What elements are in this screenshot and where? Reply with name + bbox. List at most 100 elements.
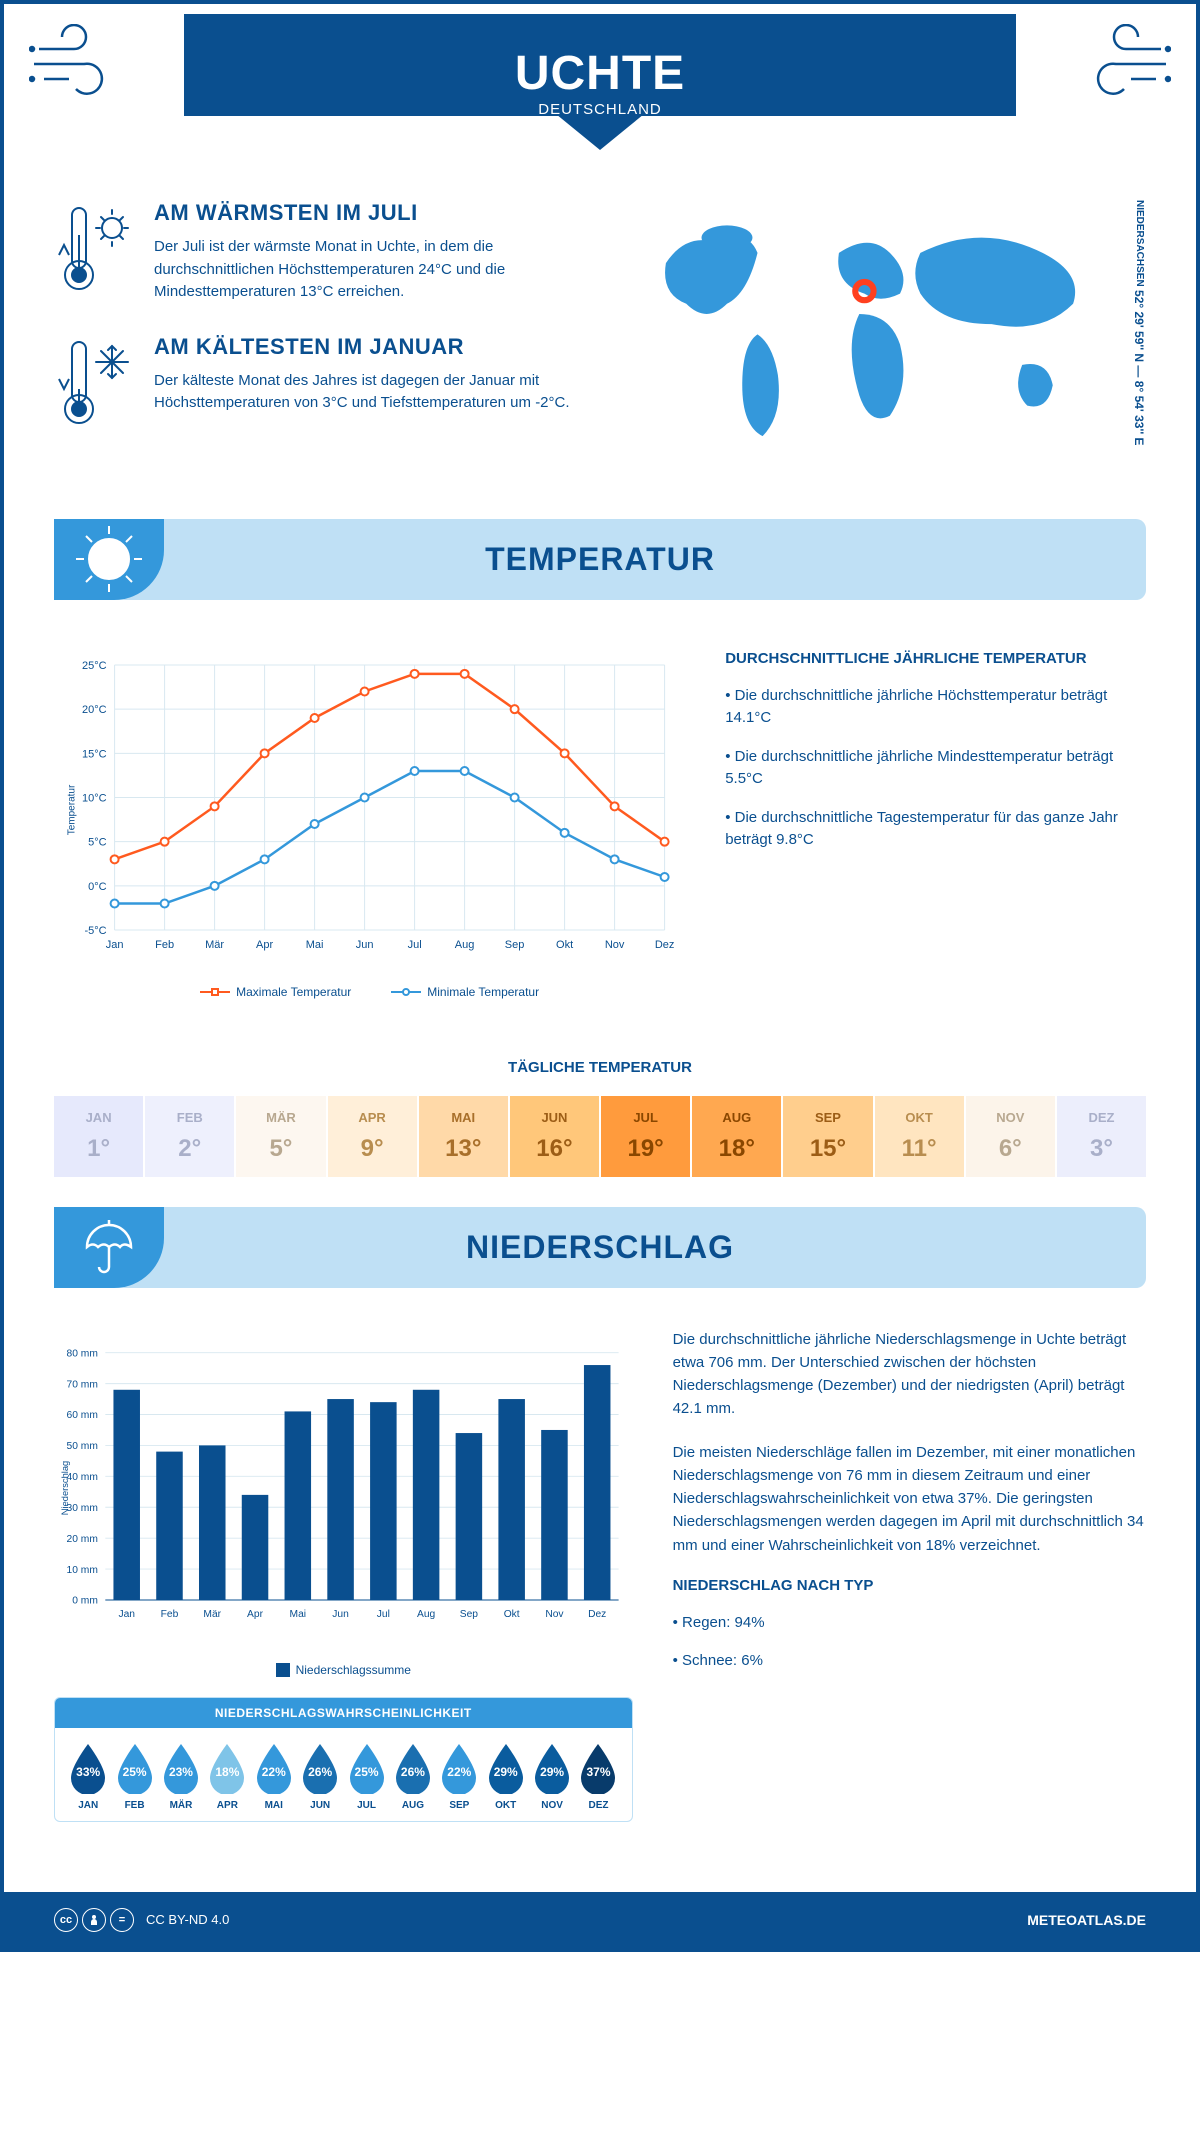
svg-text:Mär: Mär <box>203 1608 221 1619</box>
svg-text:Apr: Apr <box>256 939 273 951</box>
precip-text-2: Die meisten Niederschläge fallen im Deze… <box>673 1441 1146 1557</box>
coldest-block: AM KÄLTESTEN IM JANUAR Der kälteste Mona… <box>54 334 585 429</box>
svg-text:40 mm: 40 mm <box>67 1472 98 1483</box>
prob-drop: 26% JUN <box>297 1742 343 1811</box>
infographic-container: UCHTE DEUTSCHLAND <box>0 0 1200 1952</box>
svg-text:Aug: Aug <box>455 939 475 951</box>
svg-text:Jul: Jul <box>377 1608 390 1619</box>
coldest-heading: AM KÄLTESTEN IM JANUAR <box>154 334 585 360</box>
prob-drop: 18% APR <box>204 1742 250 1811</box>
temp-tile: OKT11° <box>875 1096 964 1177</box>
prob-drop: 25% FEB <box>111 1742 157 1811</box>
warmest-block: AM WÄRMSTEN IM JULI Der Juli ist der wär… <box>54 200 585 304</box>
svg-text:Jun: Jun <box>332 1608 349 1619</box>
coordinates: NIEDERSACHSEN 52° 29' 59'' N — 8° 54' 33… <box>1124 200 1146 459</box>
wind-icon <box>1071 24 1171 104</box>
title-banner: UCHTE DEUTSCHLAND <box>184 14 1016 150</box>
precip-legend: Niederschlagssumme <box>54 1663 633 1677</box>
prob-drop: 33% JAN <box>65 1742 111 1811</box>
temp-facts-heading: DURCHSCHNITTLICHE JÄHRLICHE TEMPERATUR <box>725 650 1146 667</box>
prob-drop: 29% NOV <box>529 1742 575 1811</box>
thermometer-warm-icon <box>54 200 134 295</box>
temp-tile: SEP15° <box>783 1096 872 1177</box>
precip-banner: NIEDERSCHLAG <box>54 1207 1146 1288</box>
temp-tile: JUL19° <box>601 1096 690 1177</box>
temp-tile: AUG18° <box>692 1096 781 1177</box>
temp-legend: Maximale Temperatur Minimale Temperatur <box>54 985 685 999</box>
temp-fact: • Die durchschnittliche jährliche Mindes… <box>725 746 1146 791</box>
header: UCHTE DEUTSCHLAND <box>4 4 1196 150</box>
svg-text:30 mm: 30 mm <box>67 1502 98 1513</box>
temp-tile: JAN1° <box>54 1096 143 1177</box>
footer: cc = CC BY-ND 4.0 METEOATLAS.DE <box>4 1892 1196 1948</box>
svg-text:Sep: Sep <box>505 939 525 951</box>
svg-text:Jan: Jan <box>118 1608 135 1619</box>
umbrella-icon <box>54 1207 164 1288</box>
svg-text:80 mm: 80 mm <box>67 1348 98 1359</box>
temp-tile: MÄR5° <box>236 1096 325 1177</box>
svg-text:Feb: Feb <box>161 1608 179 1619</box>
prob-drop: 23% MÄR <box>158 1742 204 1811</box>
temp-tile: JUN16° <box>510 1096 599 1177</box>
precip-type-heading: NIEDERSCHLAG NACH TYP <box>673 1577 1146 1594</box>
svg-text:0°C: 0°C <box>88 880 107 892</box>
svg-text:60 mm: 60 mm <box>67 1410 98 1421</box>
temp-tile: NOV6° <box>966 1096 1055 1177</box>
prob-drop: 22% SEP <box>436 1742 482 1811</box>
prob-drop: 25% JUL <box>343 1742 389 1811</box>
temp-fact: • Die durchschnittliche jährliche Höchst… <box>725 685 1146 730</box>
warmest-heading: AM WÄRMSTEN IM JULI <box>154 200 585 226</box>
prob-drop: 22% MAI <box>251 1742 297 1811</box>
svg-text:70 mm: 70 mm <box>67 1379 98 1390</box>
prob-drop: 37% DEZ <box>575 1742 621 1811</box>
svg-text:20°C: 20°C <box>82 704 107 716</box>
svg-text:Dez: Dez <box>655 939 675 951</box>
temp-tile: APR9° <box>328 1096 417 1177</box>
temperature-banner: TEMPERATUR <box>54 519 1146 600</box>
precip-type-item: • Regen: 94% <box>673 1612 1146 1635</box>
svg-text:15°C: 15°C <box>82 748 107 760</box>
svg-text:Jun: Jun <box>356 939 374 951</box>
overview-section: AM WÄRMSTEN IM JULI Der Juli ist der wär… <box>4 150 1196 489</box>
svg-text:Jul: Jul <box>408 939 422 951</box>
svg-text:Aug: Aug <box>417 1608 436 1619</box>
precip-type-item: • Schnee: 6% <box>673 1650 1146 1673</box>
svg-text:Mai: Mai <box>306 939 324 951</box>
temp-tile: MAI13° <box>419 1096 508 1177</box>
svg-text:Okt: Okt <box>556 939 573 951</box>
precip-probability-panel: NIEDERSCHLAGSWAHRSCHEINLICHKEIT 33% JAN … <box>54 1697 633 1822</box>
svg-text:10°C: 10°C <box>82 792 107 804</box>
svg-text:10 mm: 10 mm <box>67 1564 98 1575</box>
svg-text:5°C: 5°C <box>88 836 107 848</box>
sun-icon <box>54 519 164 600</box>
world-map <box>615 200 1124 459</box>
thermometer-cold-icon <box>54 334 134 429</box>
svg-text:Mär: Mär <box>205 939 224 951</box>
svg-text:Temperatur: Temperatur <box>67 784 78 835</box>
daily-temp-tiles: JAN1°FEB2°MÄR5°APR9°MAI13°JUN16°JUL19°AU… <box>54 1096 1146 1177</box>
daily-temp-heading: TÄGLICHE TEMPERATUR <box>4 1059 1196 1076</box>
prob-drop: 29% OKT <box>483 1742 529 1811</box>
svg-text:Okt: Okt <box>504 1608 520 1619</box>
location-title: UCHTE <box>204 46 996 101</box>
precip-title: NIEDERSCHLAG <box>54 1229 1146 1266</box>
coldest-text: Der kälteste Monat des Jahres ist dagege… <box>154 370 585 415</box>
precip-text-1: Die durchschnittliche jährliche Niedersc… <box>673 1328 1146 1421</box>
svg-text:Nov: Nov <box>605 939 625 951</box>
svg-text:0 mm: 0 mm <box>72 1595 98 1606</box>
svg-text:-5°C: -5°C <box>84 925 106 937</box>
svg-text:20 mm: 20 mm <box>67 1533 98 1544</box>
temperature-line-chart: -5°C0°C5°C10°C15°C20°C25°CJanFebMärAprMa… <box>54 650 685 970</box>
license-text: CC BY-ND 4.0 <box>146 1912 229 1927</box>
prob-heading: NIEDERSCHLAGSWAHRSCHEINLICHKEIT <box>55 1698 632 1728</box>
precipitation-bar-chart: 0 mm 10 mm 20 mm 30 mm 40 mm 50 mm 60 mm 70 mm 8… <box>54 1328 633 1648</box>
svg-text:Sep: Sep <box>460 1608 479 1619</box>
temp-fact: • Die durchschnittliche Tagestemperatur … <box>725 807 1146 852</box>
svg-text:50 mm: 50 mm <box>67 1441 98 1452</box>
svg-text:Feb: Feb <box>155 939 174 951</box>
svg-text:25°C: 25°C <box>82 660 107 672</box>
prob-drop: 26% AUG <box>390 1742 436 1811</box>
site-name: METEOATLAS.DE <box>1027 1912 1146 1928</box>
location-country: DEUTSCHLAND <box>204 101 996 118</box>
temperature-title: TEMPERATUR <box>54 541 1146 578</box>
